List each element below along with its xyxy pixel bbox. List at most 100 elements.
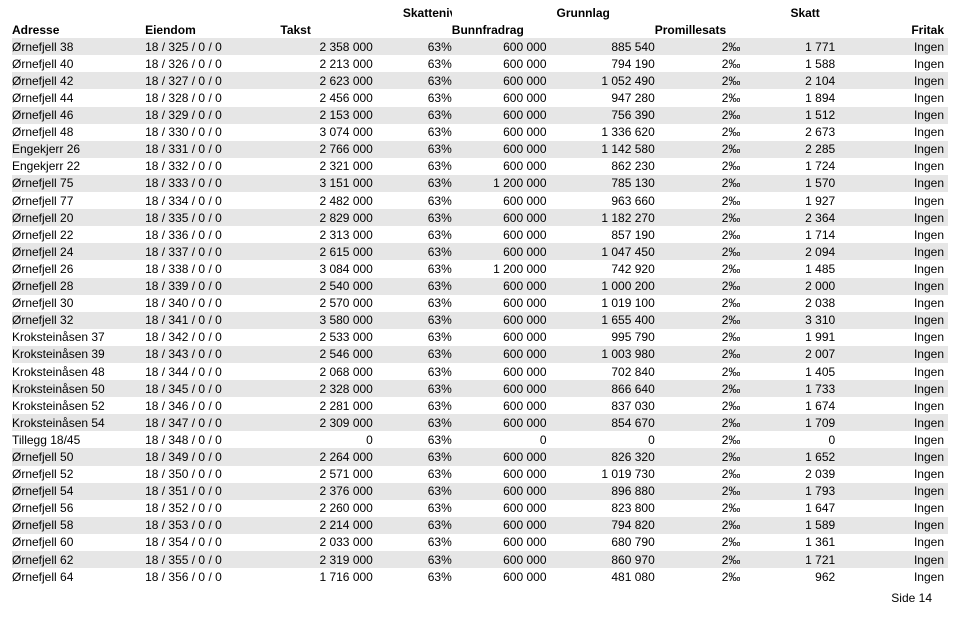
cell-adresse: Ørnefjell 64 [12,568,145,585]
cell-skatteniva: 63% [373,312,452,329]
cell-promillesats: 2‰ [655,260,741,277]
header-skatt: Skatt [740,4,835,21]
cell-promillesats: 2‰ [655,483,741,500]
cell-fritak: Ingen [835,380,948,397]
cell-fritak: Ingen [835,226,948,243]
cell-takst: 3 084 000 [280,260,372,277]
cell-adresse: Ørnefjell 56 [12,500,145,517]
cell-eiendom: 18 / 350 / 0 / 0 [145,466,280,483]
cell-fritak: Ingen [835,175,948,192]
cell-takst: 2 281 000 [280,397,372,414]
cell-fritak: Ingen [835,500,948,517]
cell-skatt: 2 364 [740,209,835,226]
header-bunnfradrag: Bunnfradrag [452,21,547,38]
table-row: Ørnefjell 7718 / 334 / 0 / 02 482 00063%… [12,192,948,209]
cell-skatteniva: 63% [373,500,452,517]
cell-skatteniva: 63% [373,517,452,534]
cell-skatteniva: 63% [373,158,452,175]
cell-eiendom: 18 / 331 / 0 / 0 [145,141,280,158]
cell-skatteniva: 63% [373,483,452,500]
cell-eiendom: 18 / 339 / 0 / 0 [145,278,280,295]
cell-promillesats: 2‰ [655,175,741,192]
cell-takst: 3 151 000 [280,175,372,192]
cell-skatt: 1 589 [740,517,835,534]
cell-bunnfradrag: 600 000 [452,38,547,55]
cell-grunnlag: 1 047 450 [547,243,655,260]
cell-fritak: Ingen [835,448,948,465]
cell-promillesats: 2‰ [655,295,741,312]
cell-takst: 1 716 000 [280,568,372,585]
cell-takst: 2 829 000 [280,209,372,226]
cell-adresse: Ørnefjell 40 [12,55,145,72]
cell-eiendom: 18 / 329 / 0 / 0 [145,107,280,124]
cell-skatteniva: 63% [373,107,452,124]
cell-grunnlag: 826 320 [547,448,655,465]
cell-skatt: 1 588 [740,55,835,72]
cell-promillesats: 2‰ [655,431,741,448]
cell-skatteniva: 63% [373,141,452,158]
cell-skatt: 1 793 [740,483,835,500]
cell-skatt: 2 000 [740,278,835,295]
table-row: Kroksteinåsen 5418 / 347 / 0 / 02 309 00… [12,414,948,431]
table-row: Kroksteinåsen 4818 / 344 / 0 / 02 068 00… [12,363,948,380]
cell-fritak: Ingen [835,38,948,55]
cell-fritak: Ingen [835,243,948,260]
cell-eiendom: 18 / 347 / 0 / 0 [145,414,280,431]
table-row: Ørnefjell 5818 / 353 / 0 / 02 214 00063%… [12,517,948,534]
cell-takst: 2 456 000 [280,89,372,106]
cell-promillesats: 2‰ [655,243,741,260]
cell-bunnfradrag: 600 000 [452,124,547,141]
header-takst: Takst [280,21,372,38]
cell-bunnfradrag: 600 000 [452,55,547,72]
cell-adresse: Ørnefjell 75 [12,175,145,192]
table-row: Ørnefjell 3218 / 341 / 0 / 03 580 00063%… [12,312,948,329]
cell-eiendom: 18 / 335 / 0 / 0 [145,209,280,226]
cell-adresse: Ørnefjell 50 [12,448,145,465]
cell-takst: 2 358 000 [280,38,372,55]
cell-skatteniva: 63% [373,329,452,346]
cell-promillesats: 2‰ [655,55,741,72]
cell-takst: 0 [280,431,372,448]
cell-bunnfradrag: 600 000 [452,397,547,414]
cell-skatt: 2 285 [740,141,835,158]
table-row: Ørnefjell 2018 / 335 / 0 / 02 829 00063%… [12,209,948,226]
cell-skatt: 1 991 [740,329,835,346]
cell-bunnfradrag: 600 000 [452,278,547,295]
cell-grunnlag: 995 790 [547,329,655,346]
cell-skatt: 2 007 [740,346,835,363]
cell-bunnfradrag: 600 000 [452,346,547,363]
header-adresse: Adresse [12,21,145,38]
cell-eiendom: 18 / 327 / 0 / 0 [145,72,280,89]
table-row: Kroksteinåsen 3918 / 343 / 0 / 02 546 00… [12,346,948,363]
cell-skatt: 0 [740,431,835,448]
cell-bunnfradrag: 600 000 [452,72,547,89]
cell-grunnlag: 794 820 [547,517,655,534]
cell-skatteniva: 63% [373,448,452,465]
cell-grunnlag: 854 670 [547,414,655,431]
cell-skatt: 1 733 [740,380,835,397]
cell-promillesats: 2‰ [655,278,741,295]
cell-adresse: Ørnefjell 77 [12,192,145,209]
cell-skatt: 2 039 [740,466,835,483]
cell-grunnlag: 1 142 580 [547,141,655,158]
cell-bunnfradrag: 600 000 [452,209,547,226]
cell-takst: 2 571 000 [280,466,372,483]
cell-takst: 2 260 000 [280,500,372,517]
cell-bunnfradrag: 600 000 [452,89,547,106]
cell-eiendom: 18 / 337 / 0 / 0 [145,243,280,260]
cell-skatteniva: 63% [373,38,452,55]
cell-fritak: Ingen [835,329,948,346]
cell-adresse: Kroksteinåsen 50 [12,380,145,397]
cell-promillesats: 2‰ [655,89,741,106]
cell-skatteniva: 63% [373,466,452,483]
cell-skatteniva: 63% [373,295,452,312]
cell-skatt: 1 674 [740,397,835,414]
cell-takst: 2 623 000 [280,72,372,89]
cell-bunnfradrag: 600 000 [452,158,547,175]
cell-adresse: Tillegg 18/45 [12,431,145,448]
table-row: Ørnefjell 5618 / 352 / 0 / 02 260 00063%… [12,500,948,517]
cell-eiendom: 18 / 342 / 0 / 0 [145,329,280,346]
cell-grunnlag: 862 230 [547,158,655,175]
cell-skatteniva: 63% [373,380,452,397]
header-skatteniva: Skattenivå [373,4,452,21]
